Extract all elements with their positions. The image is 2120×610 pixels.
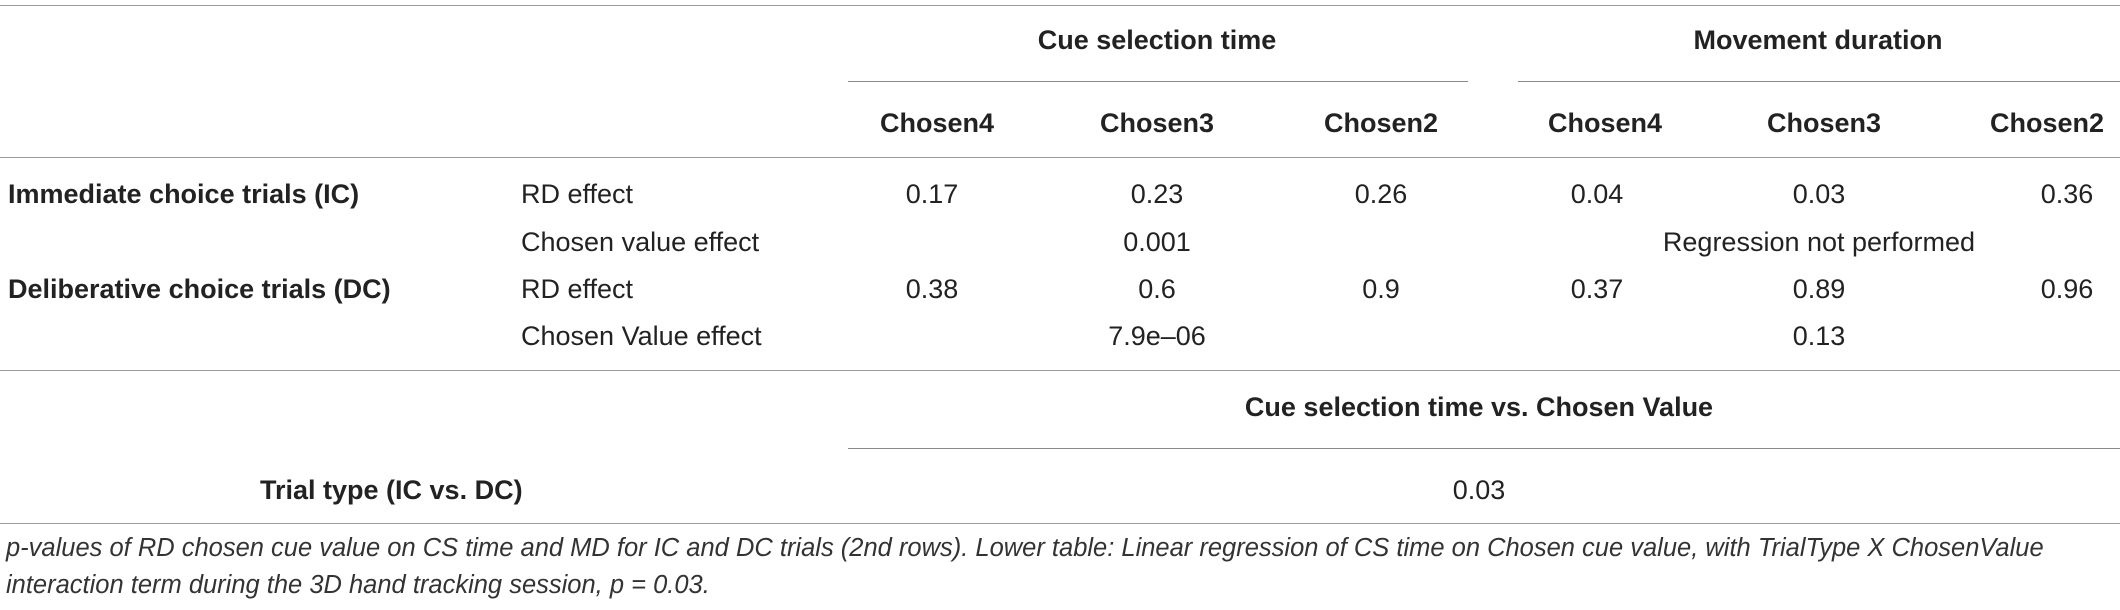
effect-label: RD effect <box>521 274 634 304</box>
table-cell: 0.96 <box>2040 274 2094 304</box>
table-cell: 0.13 <box>1792 321 1846 351</box>
row-label-dc: Deliberative choice trials (DC) <box>8 274 391 304</box>
column-header: Chosen2 <box>1323 108 1439 138</box>
table-cell: 0.36 <box>2040 179 2094 209</box>
table-cell: 0.001 <box>1123 227 1191 257</box>
table-cell: Regression not performed <box>1662 227 1976 257</box>
lower-header-rule <box>848 448 2120 449</box>
cs-group-rule <box>848 81 1468 82</box>
header-bottom-rule <box>0 157 2120 158</box>
group-header-movement-duration: Movement duration <box>1693 25 1943 55</box>
table-cell: 0.9 <box>1362 274 1400 304</box>
row-label-ic: Immediate choice trials (IC) <box>8 179 360 209</box>
table-cell: 0.26 <box>1354 179 1408 209</box>
table-cell: 0.03 <box>1792 179 1846 209</box>
column-header: Chosen3 <box>1099 108 1215 138</box>
table-cell: 0.89 <box>1792 274 1846 304</box>
column-header: Chosen2 <box>1990 108 2105 138</box>
column-header: Chosen4 <box>1547 108 1663 138</box>
table-cell: 0.6 <box>1138 274 1176 304</box>
table-cell: 0.04 <box>1570 179 1624 209</box>
table-cell: 0.37 <box>1570 274 1624 304</box>
table-cell: 0.23 <box>1130 179 1184 209</box>
table-cell: 0.38 <box>905 274 959 304</box>
lower-table-header: Cue selection time vs. Chosen Value <box>1244 392 1714 422</box>
table-cell: 0.17 <box>905 179 959 209</box>
table-caption: p-values of RD chosen cue value on CS ti… <box>6 534 2044 599</box>
group-header-cue-selection-time: Cue selection time <box>1037 25 1277 55</box>
md-group-rule <box>1518 81 2120 82</box>
lower-table-bottom-rule <box>0 523 2120 524</box>
table-cell: 7.9e–06 <box>1108 321 1206 351</box>
column-header: Chosen3 <box>1766 108 1882 138</box>
effect-label: Chosen value effect <box>521 227 760 257</box>
effect-label: RD effect <box>521 179 634 209</box>
column-header: Chosen4 <box>879 108 995 138</box>
upper-table-bottom-rule <box>0 370 2120 371</box>
top-rule <box>0 5 2120 6</box>
lower-table-cell: 0.03 <box>1452 475 1506 505</box>
lower-row-label: Trial type (IC vs. DC) <box>260 475 523 505</box>
effect-label: Chosen Value effect <box>521 321 762 351</box>
